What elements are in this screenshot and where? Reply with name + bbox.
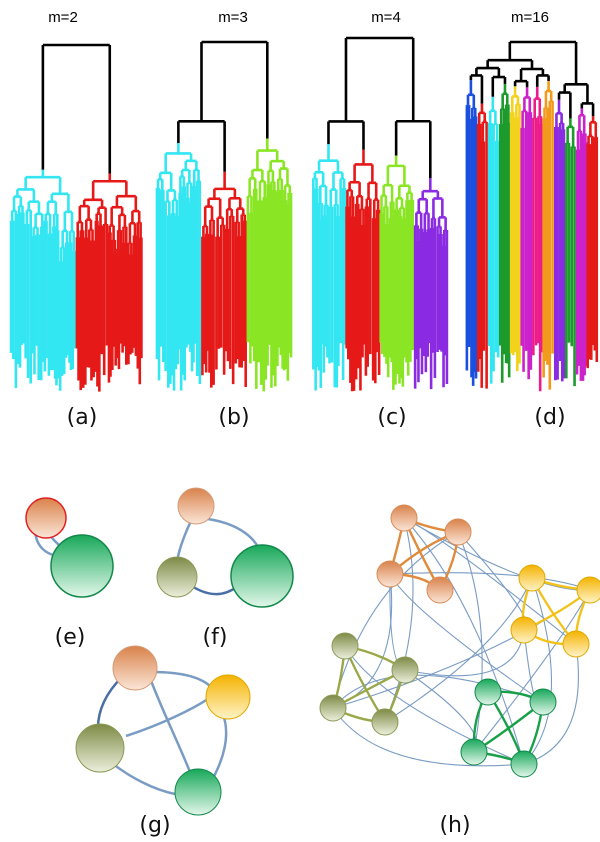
community-node-orange	[444, 518, 472, 546]
dendrogram-d-title: m=16	[511, 9, 549, 26]
network-h	[319, 504, 600, 778]
dendrogram-b-title: m=3	[218, 9, 248, 26]
dendrogram-c-title: m=4	[371, 9, 401, 26]
inter-community-edge	[523, 577, 553, 765]
community-node-olive	[371, 708, 399, 736]
community-node-yellow	[510, 616, 538, 644]
dendrogram-a	[9, 43, 143, 392]
community-node-green	[50, 534, 114, 598]
community-node-green	[474, 678, 502, 706]
community-node-green	[529, 688, 557, 716]
network-g	[75, 645, 251, 816]
panel-label-b: (b)	[218, 405, 249, 430]
inter-community-edge	[403, 517, 525, 765]
edge	[189, 583, 239, 596]
panel-label-f: (f)	[203, 625, 228, 650]
community-node-green	[230, 544, 294, 608]
edge	[151, 670, 213, 689]
community-node-yellow	[576, 576, 600, 604]
panel-label-e: (e)	[55, 625, 86, 650]
edge	[96, 676, 123, 729]
community-node-orange	[426, 576, 454, 604]
dendrogram-b	[155, 40, 293, 392]
community-node-yellow	[205, 674, 251, 720]
edge	[107, 759, 176, 796]
community-node-yellow	[518, 564, 546, 592]
inter-community-edge	[389, 573, 406, 671]
community-node-olive	[75, 723, 125, 773]
community-node-orange	[25, 497, 67, 539]
community-node-olive	[331, 632, 359, 660]
community-node-orange	[177, 487, 215, 525]
dendrogram-d	[465, 40, 599, 392]
community-node-green	[174, 768, 222, 816]
inter-community-edge	[403, 517, 591, 591]
inter-community-edge	[403, 517, 577, 645]
panel-label-g: (g)	[139, 813, 170, 838]
community-node-orange	[390, 504, 418, 532]
community-node-olive	[391, 656, 419, 684]
edge	[210, 711, 228, 781]
edge	[148, 677, 192, 773]
network-f	[156, 487, 294, 608]
dendrogram-c	[312, 36, 449, 392]
panel-label-d: (d)	[534, 405, 565, 430]
inter-community-edge	[389, 572, 591, 591]
community-node-green	[460, 738, 488, 766]
inter-community-edge	[344, 645, 525, 765]
inter-community-edge	[332, 707, 525, 767]
community-node-olive	[156, 556, 198, 598]
community-node-green	[510, 750, 538, 778]
network-e	[25, 497, 114, 598]
panel-label-h: (h)	[439, 813, 470, 838]
inter-community-edge	[384, 577, 533, 723]
panel-label-c: (c)	[377, 405, 406, 430]
community-node-yellow	[562, 630, 590, 658]
community-node-olive	[319, 694, 347, 722]
inter-community-edge	[457, 531, 483, 753]
inter-community-edge	[404, 629, 525, 677]
community-node-orange	[376, 560, 404, 588]
community-node-orange	[112, 645, 158, 691]
inter-community-edge	[473, 589, 591, 753]
edge	[125, 694, 213, 738]
dendrogram-a-title: m=2	[48, 9, 78, 26]
panel-label-a: (a)	[67, 405, 98, 430]
inter-community-edge	[523, 643, 579, 765]
